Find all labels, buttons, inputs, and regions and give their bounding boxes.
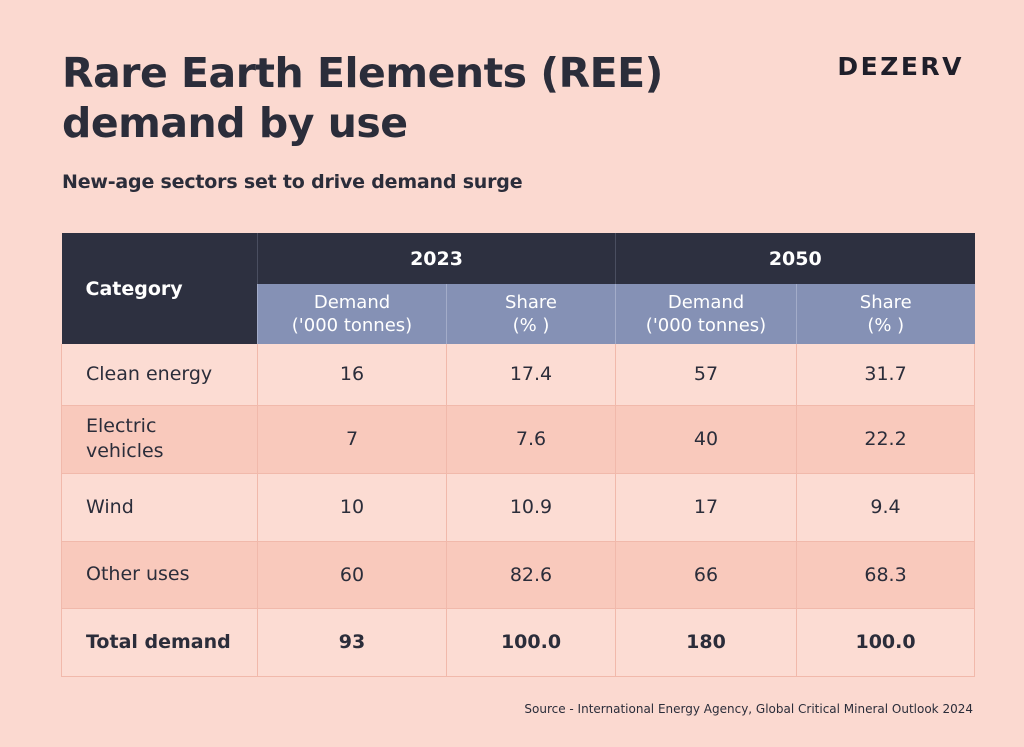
- demand-2050-cell: 180: [615, 608, 797, 677]
- year-header-2050: 2050: [615, 233, 975, 284]
- share-2023-cell: 7.6: [445, 405, 616, 474]
- share-header-2023: Share (% ): [445, 284, 616, 344]
- year-header-2023: 2023: [256, 233, 616, 284]
- total-row: Total demand 93 100.0 180 100.0: [61, 608, 976, 677]
- demand-header-2050: Demand ('000 tonnes): [615, 284, 797, 344]
- share-2023-cell: 10.9: [445, 473, 616, 542]
- demand-2050-cell: 40: [615, 405, 797, 474]
- share-2050-cell: 9.4: [796, 473, 976, 542]
- page-title: Rare Earth Elements (REE) demand by use: [62, 49, 663, 147]
- category-cell: Electric vehicles: [61, 405, 258, 474]
- share-2050-cell: 31.7: [796, 344, 976, 406]
- demand-header-2023: Demand ('000 tonnes): [257, 284, 447, 344]
- share-2023-cell: 100.0: [445, 608, 616, 677]
- demand-2050-cell: 66: [615, 541, 797, 609]
- share-2023-cell: 17.4: [445, 344, 616, 406]
- category-cell: Wind: [61, 473, 258, 542]
- demand-2023-cell: 93: [257, 608, 447, 677]
- table-row: Clean energy 16 17.4 57 31.7: [61, 344, 976, 406]
- demand-2023-cell: 7: [257, 405, 447, 474]
- share-2050-cell: 68.3: [796, 541, 976, 609]
- category-cell: Clean energy: [61, 344, 258, 406]
- table-row: Other uses 60 82.6 66 68.3: [61, 541, 976, 609]
- demand-2023-cell: 16: [257, 344, 447, 406]
- demand-2023-cell: 10: [257, 473, 447, 542]
- source-note: Source - International Energy Agency, Gl…: [524, 702, 973, 716]
- share-2023-cell: 82.6: [445, 541, 616, 609]
- category-cell: Total demand: [61, 608, 258, 677]
- category-cell: Other uses: [61, 541, 258, 609]
- share-2050-cell: 100.0: [796, 608, 976, 677]
- page-subtitle: New-age sectors set to drive demand surg…: [62, 171, 523, 193]
- table-row: Wind 10 10.9 17 9.4: [61, 473, 976, 542]
- demand-2023-cell: 60: [257, 541, 447, 609]
- table-body: Clean energy 16 17.4 57 31.7 Electric vehicles…: [61, 344, 976, 677]
- category-header: Category: [61, 233, 258, 344]
- brand-logo: DEZERV: [837, 52, 964, 81]
- demand-table: Category 2023 2050 Demand ('000 tonnes) S…: [61, 233, 976, 677]
- share-header-2050: Share (% ): [796, 284, 975, 344]
- share-2050-cell: 22.2: [796, 405, 976, 474]
- demand-2050-cell: 57: [615, 344, 797, 406]
- table-row: Electric vehicles 7 7.6 40 22.2: [61, 405, 976, 474]
- demand-2050-cell: 17: [615, 473, 797, 542]
